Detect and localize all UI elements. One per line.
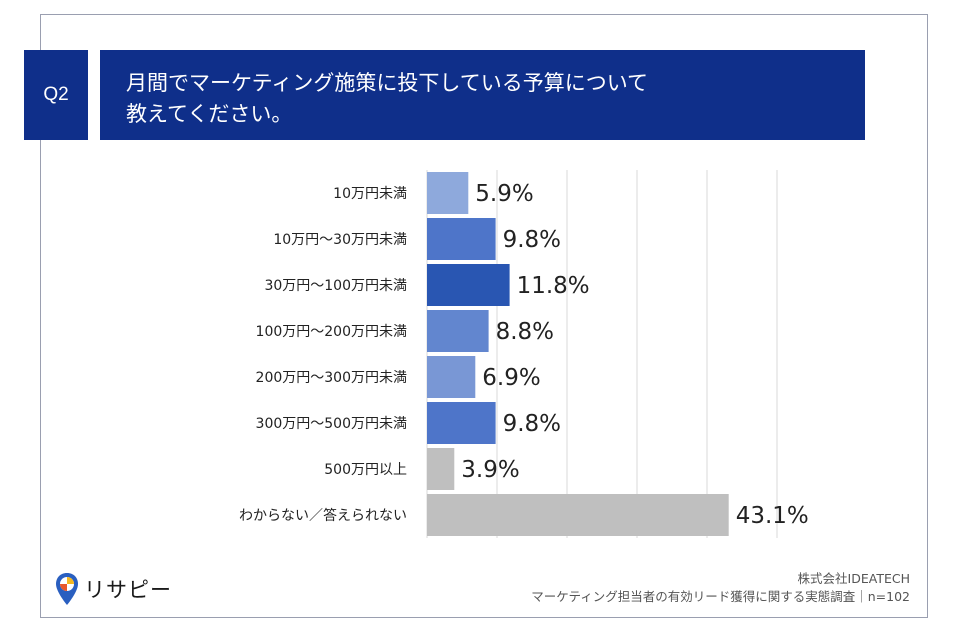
value-label-4: 6.9%: [482, 365, 540, 391]
category-labels: 10万円未満 10万円〜30万円未満 30万円〜100万円未満 100万円〜200万円…: [239, 186, 407, 524]
question-badge: Q2: [24, 50, 88, 140]
value-label-1: 9.8%: [503, 227, 561, 253]
bar-4: [427, 356, 476, 398]
category-label-3: 100万円〜200万円未満: [256, 324, 407, 340]
pin-logo-icon: [56, 573, 78, 605]
bar-5: [427, 402, 496, 444]
category-label-1: 10万円〜30万円未満: [273, 232, 407, 248]
credit: 株式会社IDEATECH マーケティング担当者の有効リード獲得に関する実態調査｜…: [531, 570, 910, 606]
value-label-7: 43.1%: [736, 503, 809, 529]
bar-1: [427, 218, 496, 260]
bar-6: [427, 448, 455, 490]
survey-name: マーケティング担当者の有効リード獲得に関する実態調査｜n=102: [531, 589, 910, 604]
question-title-line-1: 月間でマーケティング施策に投下している予算について: [126, 71, 649, 95]
logo-text: リサピー: [84, 578, 172, 602]
category-label-0: 10万円未満: [333, 186, 407, 202]
bar-2: [427, 264, 510, 306]
bars: [427, 172, 729, 536]
value-label-6: 3.9%: [461, 457, 519, 483]
value-label-2: 11.8%: [517, 273, 590, 299]
value-label-5: 9.8%: [503, 411, 561, 437]
bar-7: [427, 494, 729, 536]
category-label-7: わからない／答えられない: [239, 507, 407, 524]
question-number: Q2: [43, 84, 69, 105]
question-title: 月間でマーケティング施策に投下している予算について 教えてください。: [100, 50, 865, 140]
category-label-5: 300万円〜500万円未満: [256, 416, 407, 432]
bar-0: [427, 172, 469, 214]
company-name: 株式会社IDEATECH: [797, 571, 910, 586]
category-label-6: 500万円以上: [324, 462, 407, 478]
value-label-0: 5.9%: [475, 181, 533, 207]
risapy-logo: リサピー: [54, 572, 172, 606]
value-labels: 5.9% 9.8% 11.8% 8.8% 6.9% 9.8% 3.9% 43.1%: [461, 181, 808, 529]
category-label-2: 30万円〜100万円未満: [264, 278, 407, 294]
category-label-4: 200万円〜300万円未満: [256, 370, 407, 386]
value-label-3: 8.8%: [496, 319, 554, 345]
question-title-line-2: 教えてください。: [126, 102, 293, 126]
bar-3: [427, 310, 489, 352]
